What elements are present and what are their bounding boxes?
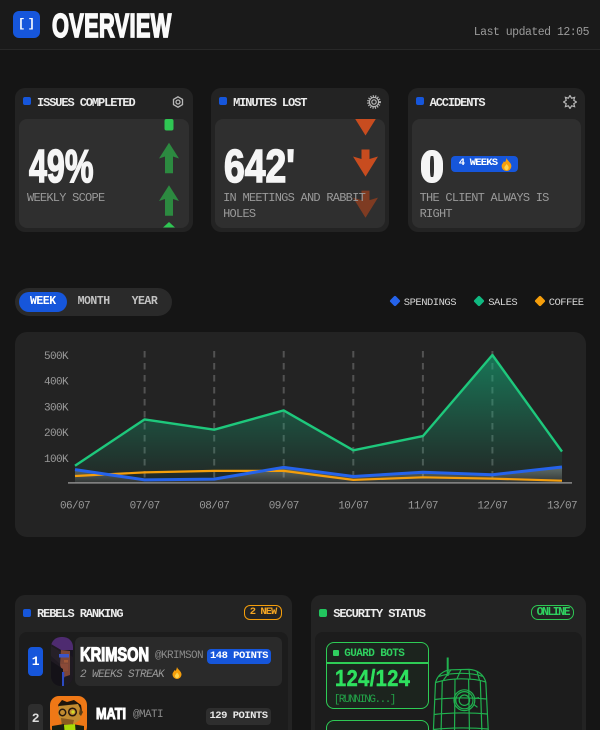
svg-text:09/07: 09/07 [269, 501, 299, 513]
svg-text:500K: 500K [44, 351, 69, 363]
svg-text:07/07: 07/07 [130, 501, 160, 513]
svg-text:200K: 200K [44, 428, 69, 440]
svg-text:100K: 100K [44, 454, 69, 466]
svg-text:300K: 300K [44, 402, 69, 414]
svg-text:400K: 400K [44, 377, 69, 389]
svg-text:13/07: 13/07 [547, 501, 577, 513]
svg-text:10/07: 10/07 [338, 501, 368, 513]
svg-text:12/07: 12/07 [477, 501, 507, 513]
svg-text:08/07: 08/07 [199, 501, 229, 513]
svg-text:06/07: 06/07 [60, 501, 90, 513]
svg-text:11/07: 11/07 [408, 501, 438, 513]
